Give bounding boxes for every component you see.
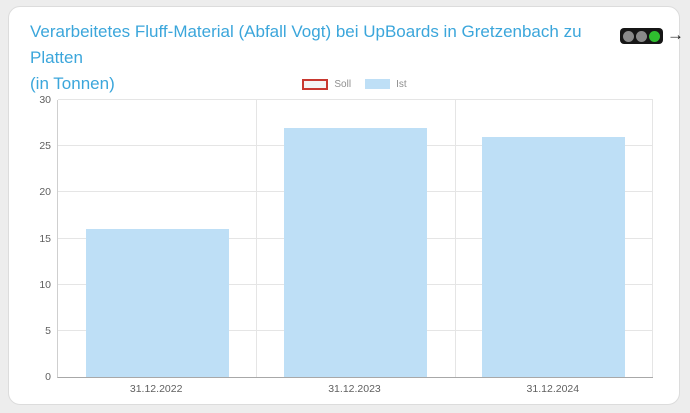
h-gridline-30 [58,99,653,100]
y-axis-tick-30: 30 [39,94,51,106]
bar-ist-31.12.2022[interactable] [85,229,229,377]
v-gridline-2 [455,100,456,377]
chart-title-line2: (in Tonnen) [30,74,115,93]
y-axis-tick-10: 10 [39,278,51,291]
y-axis-tick-15: 15 [39,232,51,245]
bar-chart-plot-area [57,99,653,378]
y-axis-tick-5: 5 [45,324,51,337]
traffic-green-light-icon [649,30,660,42]
kpi-chart-card: Verarbeitetes Fluff-Material (Abfall Vog… [8,6,684,405]
traffic-yellow-light-icon [636,30,647,42]
chart-title: Verarbeitetes Fluff-Material (Abfall Vog… [30,19,610,97]
bar-ist-31.12.2023[interactable] [284,127,427,377]
traffic-red-light-icon [623,30,634,42]
legend-swatch-soll[interactable] [302,78,329,90]
x-axis-label-31.12.2024: 31.12.2024 [526,383,580,395]
chart-title-line1: Verarbeitetes Fluff-Material (Abfall Vog… [30,22,582,67]
traffic-light-indicator[interactable] [620,28,663,44]
y-axis-tick-25: 25 [39,140,51,153]
x-axis-label-31.12.2023: 31.12.2023 [328,383,381,395]
legend-label-ist[interactable]: Ist [396,78,407,90]
y-axis-tick-20: 20 [39,186,51,199]
chart-legend: Soll Ist [57,76,652,92]
x-axis-label-31.12.2022: 31.12.2022 [129,383,183,395]
bar-ist-31.12.2024[interactable] [482,136,626,377]
v-gridline-1 [256,100,257,377]
legend-swatch-ist[interactable] [365,79,391,89]
y-axis-tick-0: 0 [45,371,51,383]
legend-label-soll[interactable]: Soll [334,78,352,90]
drillthrough-arrow-icon[interactable]: → [667,25,684,44]
v-gridline-3 [652,100,653,377]
